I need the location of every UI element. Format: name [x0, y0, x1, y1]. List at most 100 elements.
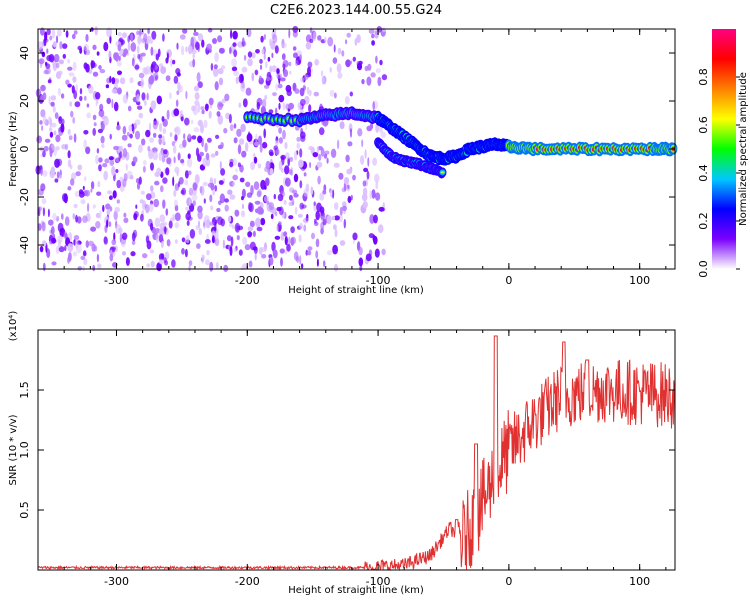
noise-speckle	[266, 76, 271, 82]
noise-speckle	[281, 42, 287, 49]
noise-speckle	[240, 123, 246, 133]
noise-speckle	[237, 144, 242, 155]
spectrogram-x-axis-label: Height of straight line (km)	[288, 285, 424, 296]
noise-speckle	[256, 101, 260, 110]
noise-speckle	[229, 47, 232, 55]
noise-speckle	[292, 52, 298, 59]
noise-speckle	[209, 261, 214, 272]
noise-speckle	[43, 115, 47, 125]
noise-speckle	[312, 152, 319, 158]
noise-speckle	[204, 103, 209, 112]
noise-speckle	[40, 94, 44, 101]
noise-speckle	[227, 215, 232, 223]
noise-speckle	[114, 245, 118, 253]
noise-speckle	[55, 35, 59, 44]
noise-speckle	[307, 61, 313, 68]
noise-speckle	[300, 263, 304, 269]
noise-speckle	[333, 263, 339, 272]
noise-speckle	[149, 249, 155, 254]
noise-speckle	[269, 256, 274, 266]
noise-speckle	[52, 213, 57, 221]
noise-speckle	[203, 221, 206, 228]
noise-speckle	[172, 213, 175, 219]
noise-speckle	[259, 58, 263, 64]
noise-speckle	[241, 66, 248, 73]
noise-speckle	[313, 201, 316, 206]
noise-speckle	[156, 95, 162, 105]
noise-speckle	[199, 186, 203, 194]
noise-speckle	[142, 159, 147, 166]
noise-speckle	[97, 180, 101, 188]
noise-speckle	[118, 55, 121, 62]
noise-speckle	[369, 214, 375, 224]
noise-speckle	[235, 168, 238, 173]
noise-speckle	[101, 143, 105, 149]
noise-speckle	[377, 76, 382, 87]
noise-speckle	[132, 126, 135, 134]
noise-speckle	[284, 142, 288, 150]
noise-speckle	[240, 82, 246, 92]
noise-speckle	[72, 76, 77, 83]
noise-speckle	[134, 130, 141, 140]
noise-speckle	[47, 79, 52, 84]
noise-speckle	[326, 250, 333, 256]
noise-speckle	[308, 104, 312, 113]
noise-speckle	[122, 178, 127, 188]
noise-speckle	[349, 91, 353, 97]
noise-speckle	[225, 112, 231, 120]
noise-speckle	[241, 196, 244, 201]
noise-speckle	[111, 239, 117, 246]
noise-speckle	[371, 40, 375, 46]
noise-speckle	[64, 245, 67, 252]
noise-speckle	[338, 213, 343, 223]
noise-speckle	[154, 180, 160, 186]
noise-speckle	[213, 177, 217, 185]
noise-speckle	[268, 149, 274, 156]
noise-speckle	[279, 77, 286, 82]
noise-speckle	[303, 188, 309, 197]
noise-speckle	[202, 181, 208, 187]
noise-speckle	[217, 101, 223, 111]
noise-speckle	[90, 181, 95, 190]
noise-speckle	[113, 210, 118, 221]
noise-speckle	[332, 189, 335, 199]
noise-speckle	[210, 63, 214, 71]
noise-speckle	[68, 135, 73, 141]
noise-speckle	[180, 116, 184, 122]
noise-speckle	[352, 56, 356, 62]
noise-speckle	[347, 195, 352, 204]
noise-speckle	[134, 119, 141, 126]
noise-speckle	[256, 226, 263, 232]
noise-speckle	[253, 181, 260, 191]
noise-speckle	[135, 178, 140, 184]
noise-speckle	[298, 159, 304, 168]
noise-speckle	[72, 116, 76, 124]
noise-speckle	[185, 46, 188, 53]
noise-speckle	[79, 95, 83, 102]
noise-speckle	[189, 229, 196, 239]
noise-speckle	[111, 166, 116, 176]
noise-speckle	[284, 165, 290, 175]
noise-speckle	[59, 41, 63, 50]
noise-speckle	[138, 112, 144, 119]
noise-speckle	[123, 217, 129, 224]
noise-speckle	[127, 143, 132, 148]
noise-speckle	[121, 237, 126, 248]
noise-speckle	[303, 172, 307, 177]
noise-speckle	[55, 134, 61, 143]
noise-speckle	[112, 190, 117, 199]
noise-speckle	[96, 51, 100, 56]
noise-speckle	[150, 222, 154, 231]
noise-speckle	[261, 246, 267, 252]
noise-speckle	[93, 245, 98, 252]
noise-speckle	[192, 182, 198, 191]
noise-speckle	[259, 207, 264, 215]
noise-speckle	[305, 216, 309, 222]
noise-speckle	[218, 77, 224, 86]
noise-speckle	[152, 132, 157, 138]
noise-speckle	[38, 206, 43, 211]
noise-speckle	[209, 221, 215, 226]
noise-speckle	[345, 59, 351, 68]
noise-speckle	[125, 163, 128, 171]
noise-speckle	[40, 183, 46, 192]
